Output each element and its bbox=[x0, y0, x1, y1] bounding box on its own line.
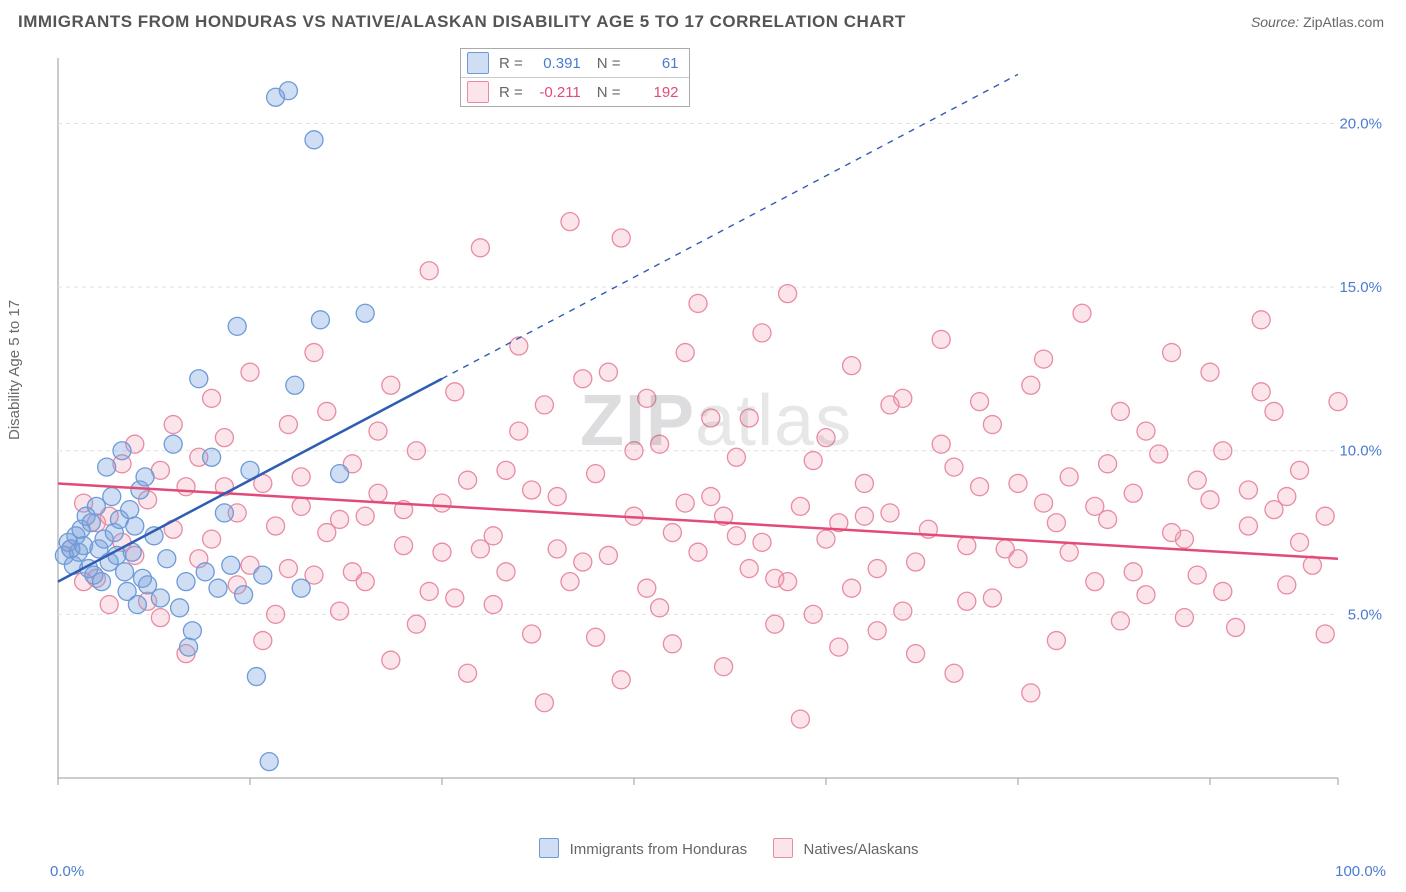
bottom-legend: Immigrants from Honduras Natives/Alaskan… bbox=[48, 838, 1388, 858]
x-axis-min-label: 0.0% bbox=[50, 863, 84, 880]
source-value: ZipAtlas.com bbox=[1303, 14, 1384, 30]
stats-swatch-pink bbox=[467, 81, 489, 103]
stats-row-series2: R = -0.211 N = 192 bbox=[461, 77, 689, 106]
x-axis-labels: 0.0% 100.0% bbox=[48, 858, 1388, 884]
scatter-svg: 5.0% 10.0% 15.0% 20.0% bbox=[48, 48, 1388, 838]
plot-area: 5.0% 10.0% 15.0% 20.0% bbox=[48, 48, 1388, 838]
x-axis-max-label: 100.0% bbox=[1335, 863, 1386, 880]
svg-text:15.0%: 15.0% bbox=[1339, 279, 1382, 296]
legend-label-series2: Natives/Alaskans bbox=[804, 841, 919, 858]
y-axis-label: Disability Age 5 to 17 bbox=[6, 300, 23, 440]
source-attribution: Source: ZipAtlas.com bbox=[1251, 14, 1384, 30]
legend-swatch-pink bbox=[773, 838, 793, 858]
stats-row-series1: R = 0.391 N = 61 bbox=[461, 49, 689, 77]
svg-text:20.0%: 20.0% bbox=[1339, 115, 1382, 132]
stats-swatch-blue bbox=[467, 52, 489, 74]
svg-text:10.0%: 10.0% bbox=[1339, 443, 1382, 460]
legend-label-series1: Immigrants from Honduras bbox=[570, 841, 748, 858]
legend-swatch-blue bbox=[539, 838, 559, 858]
svg-text:5.0%: 5.0% bbox=[1348, 606, 1382, 623]
correlation-stats-box: R = 0.391 N = 61 R = -0.211 N = 192 bbox=[460, 48, 690, 107]
source-label: Source: bbox=[1251, 14, 1299, 30]
chart-title: IMMIGRANTS FROM HONDURAS VS NATIVE/ALASK… bbox=[18, 12, 906, 32]
